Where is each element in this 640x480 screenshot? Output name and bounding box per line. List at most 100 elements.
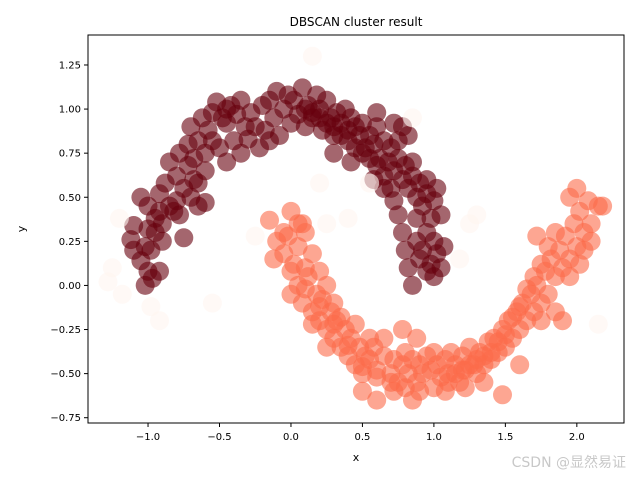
- y-tick-label: −0.75: [50, 413, 81, 424]
- data-point-cluster-0: [217, 152, 237, 172]
- data-point-cluster-1: [374, 328, 394, 348]
- data-point-cluster-1: [292, 214, 312, 234]
- data-point-cluster-1: [455, 378, 475, 398]
- data-point-cluster-1: [367, 390, 387, 410]
- data-point-cluster-0: [403, 275, 422, 295]
- chart-title: DBSCAN cluster result: [290, 15, 423, 29]
- data-point-cluster-0: [195, 161, 215, 181]
- data-point-cluster-0: [250, 138, 269, 158]
- data-point-cluster-0: [407, 208, 427, 228]
- data-point-cluster-2: [98, 272, 118, 292]
- data-point-cluster-0: [341, 152, 361, 172]
- data-point-cluster-1: [581, 214, 601, 234]
- x-tick-label: 1.0: [426, 432, 442, 443]
- data-point-cluster-1: [331, 307, 351, 327]
- y-axis-ticks: −0.75 −0.50 −0.25 0.00 0.25 0.50 0.75 1.00 1.25: [50, 60, 88, 424]
- data-point-cluster-1: [367, 367, 387, 387]
- data-point-cluster-0: [160, 152, 179, 172]
- data-point-cluster-1: [295, 279, 315, 299]
- y-tick-label: 0.25: [59, 237, 81, 248]
- data-point-cluster-1: [435, 381, 455, 401]
- data-point-cluster-0: [202, 103, 222, 123]
- data-point-cluster-1: [317, 337, 337, 357]
- y-tick-label: 1.25: [59, 60, 81, 71]
- y-axis-label: y: [15, 225, 28, 232]
- data-point-cluster-2: [302, 46, 322, 66]
- data-point-cluster-1: [302, 314, 322, 334]
- x-axis-label: x: [353, 451, 360, 464]
- data-point-cluster-1: [317, 275, 337, 295]
- data-point-cluster-1: [503, 307, 522, 327]
- data-point-cluster-1: [474, 372, 494, 392]
- data-point-cluster-2: [109, 208, 129, 228]
- data-point-cluster-1: [510, 355, 530, 375]
- y-tick-label: 0.50: [59, 193, 81, 204]
- data-point-cluster-0: [124, 216, 144, 235]
- data-point-cluster-2: [403, 108, 422, 128]
- data-point-cluster-1: [384, 381, 404, 401]
- x-axis-ticks: −1.0 −0.5 0.0 0.5 1.0 1.5 2.0: [136, 423, 585, 443]
- data-point-cluster-1: [553, 311, 572, 331]
- x-tick-label: 0.5: [354, 432, 370, 443]
- data-point-cluster-0: [393, 223, 412, 242]
- data-point-cluster-2: [150, 311, 169, 331]
- data-point-cluster-0: [398, 258, 418, 278]
- data-point-cluster-0: [427, 178, 447, 198]
- data-point-cluster-2: [141, 297, 161, 317]
- data-point-cluster-1: [278, 226, 298, 246]
- data-point-cluster-1: [538, 284, 558, 304]
- x-tick-label: −0.5: [207, 432, 231, 443]
- data-point-cluster-1: [527, 226, 547, 246]
- y-tick-label: −0.50: [50, 369, 81, 380]
- data-point-cluster-2: [310, 173, 330, 193]
- data-point-cluster-0: [434, 237, 454, 257]
- data-point-cluster-1: [352, 357, 372, 377]
- data-point-cluster-1: [407, 328, 427, 348]
- data-point-cluster-0: [150, 261, 169, 281]
- data-point-cluster-0: [367, 103, 387, 123]
- data-point-cluster-2: [450, 249, 470, 269]
- data-point-cluster-1: [560, 187, 580, 207]
- data-point-cluster-0: [431, 205, 451, 225]
- data-point-cluster-0: [398, 126, 418, 145]
- data-point-cluster-1: [403, 390, 422, 410]
- data-point-cluster-2: [360, 173, 380, 193]
- data-point-cluster-1: [324, 293, 344, 313]
- y-tick-label: −0.25: [50, 325, 81, 336]
- data-point-cluster-2: [588, 314, 608, 334]
- data-point-cluster-1: [593, 196, 613, 216]
- data-point-cluster-1: [284, 254, 304, 274]
- data-point-cluster-1: [352, 381, 372, 401]
- data-points: [98, 46, 613, 410]
- y-tick-label: 0.75: [59, 149, 81, 160]
- data-point-cluster-1: [338, 335, 358, 355]
- data-point-cluster-1: [493, 385, 512, 405]
- data-point-cluster-0: [367, 117, 387, 137]
- data-point-cluster-0: [138, 219, 158, 239]
- data-point-cluster-2: [245, 226, 265, 246]
- data-point-cluster-1: [581, 231, 601, 251]
- data-point-cluster-2: [338, 208, 358, 228]
- data-point-cluster-0: [231, 143, 251, 163]
- data-point-cluster-2: [467, 205, 487, 225]
- data-point-cluster-0: [188, 196, 208, 216]
- data-point-cluster-2: [112, 284, 132, 304]
- plot-frame: [87, 34, 625, 424]
- data-point-cluster-1: [310, 297, 330, 317]
- data-point-cluster-0: [217, 99, 237, 119]
- watermark: CSDN @显然易证: [511, 455, 626, 471]
- data-point-cluster-1: [531, 311, 551, 331]
- data-point-cluster-0: [295, 99, 315, 119]
- data-point-cluster-0: [403, 152, 422, 172]
- data-point-cluster-0: [174, 228, 194, 248]
- y-tick-label: 1.00: [59, 105, 81, 116]
- data-point-cluster-0: [164, 201, 184, 221]
- data-point-cluster-1: [517, 279, 537, 299]
- data-point-cluster-0: [395, 240, 415, 260]
- y-tick-label: 0.00: [59, 281, 81, 292]
- data-point-cluster-1: [260, 210, 279, 230]
- data-point-cluster-1: [360, 328, 380, 348]
- data-point-cluster-0: [324, 143, 344, 163]
- data-point-cluster-1: [302, 244, 322, 264]
